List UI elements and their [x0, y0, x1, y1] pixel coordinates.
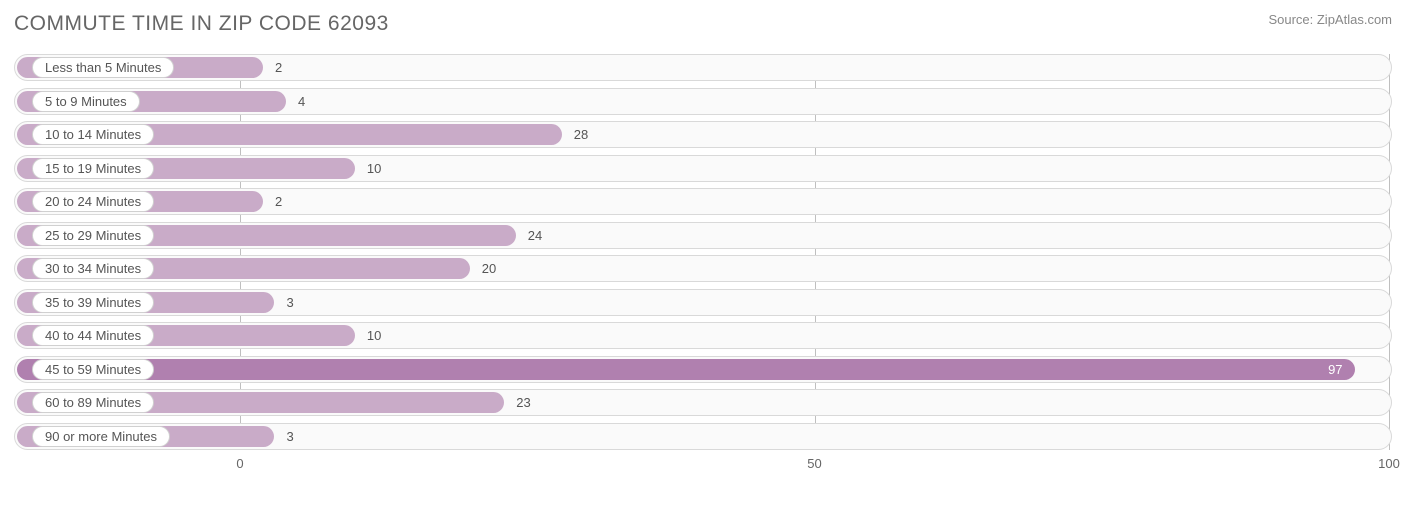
- category-label: Less than 5 Minutes: [32, 57, 174, 78]
- value-label: 3: [286, 289, 293, 316]
- bar-row: 60 to 89 Minutes 23: [14, 389, 1392, 416]
- category-label: 30 to 34 Minutes: [32, 258, 154, 279]
- value-label: 97: [1328, 356, 1342, 383]
- value-label: 2: [275, 188, 282, 215]
- bar-row: 25 to 29 Minutes 24: [14, 222, 1392, 249]
- category-label: 90 or more Minutes: [32, 426, 170, 447]
- category-label: 60 to 89 Minutes: [32, 392, 154, 413]
- bar-row: 10 to 14 Minutes 28: [14, 121, 1392, 148]
- category-label: 5 to 9 Minutes: [32, 91, 140, 112]
- bar-row: 90 or more Minutes 3: [14, 423, 1392, 450]
- value-label: 10: [367, 322, 381, 349]
- chart-plot: Less than 5 Minutes 2 5 to 9 Minutes 4 10 to…: [14, 54, 1392, 484]
- bar-row: 45 to 59 Minutes 97: [14, 356, 1392, 383]
- value-label: 20: [482, 255, 496, 282]
- category-label: 20 to 24 Minutes: [32, 191, 154, 212]
- chart-title: COMMUTE TIME IN ZIP CODE 62093: [14, 12, 389, 36]
- bar-row: 20 to 24 Minutes 2: [14, 188, 1392, 215]
- x-tick-label: 50: [807, 456, 821, 471]
- bar-row: 5 to 9 Minutes 4: [14, 88, 1392, 115]
- category-label: 15 to 19 Minutes: [32, 158, 154, 179]
- category-label: 45 to 59 Minutes: [32, 359, 154, 380]
- chart-container: COMMUTE TIME IN ZIP CODE 62093 Source: Z…: [0, 0, 1406, 523]
- category-label: 35 to 39 Minutes: [32, 292, 154, 313]
- value-label: 28: [574, 121, 588, 148]
- bar: [17, 359, 1355, 380]
- bar-row: Less than 5 Minutes 2: [14, 54, 1392, 81]
- category-label: 25 to 29 Minutes: [32, 225, 154, 246]
- value-label: 3: [286, 423, 293, 450]
- value-label: 23: [516, 389, 530, 416]
- value-label: 4: [298, 88, 305, 115]
- bar-row: 15 to 19 Minutes 10: [14, 155, 1392, 182]
- chart-header: COMMUTE TIME IN ZIP CODE 62093 Source: Z…: [14, 12, 1392, 36]
- bar-row: 40 to 44 Minutes 10: [14, 322, 1392, 349]
- bar-row: 35 to 39 Minutes 3: [14, 289, 1392, 316]
- x-tick-label: 100: [1378, 456, 1400, 471]
- chart-area: Less than 5 Minutes 2 5 to 9 Minutes 4 10 to…: [14, 54, 1392, 484]
- value-label: 10: [367, 155, 381, 182]
- category-label: 40 to 44 Minutes: [32, 325, 154, 346]
- bar-row: 30 to 34 Minutes 20: [14, 255, 1392, 282]
- value-label: 24: [528, 222, 542, 249]
- chart-source: Source: ZipAtlas.com: [1268, 12, 1392, 27]
- value-label: 2: [275, 54, 282, 81]
- category-label: 10 to 14 Minutes: [32, 124, 154, 145]
- x-tick-label: 0: [236, 456, 243, 471]
